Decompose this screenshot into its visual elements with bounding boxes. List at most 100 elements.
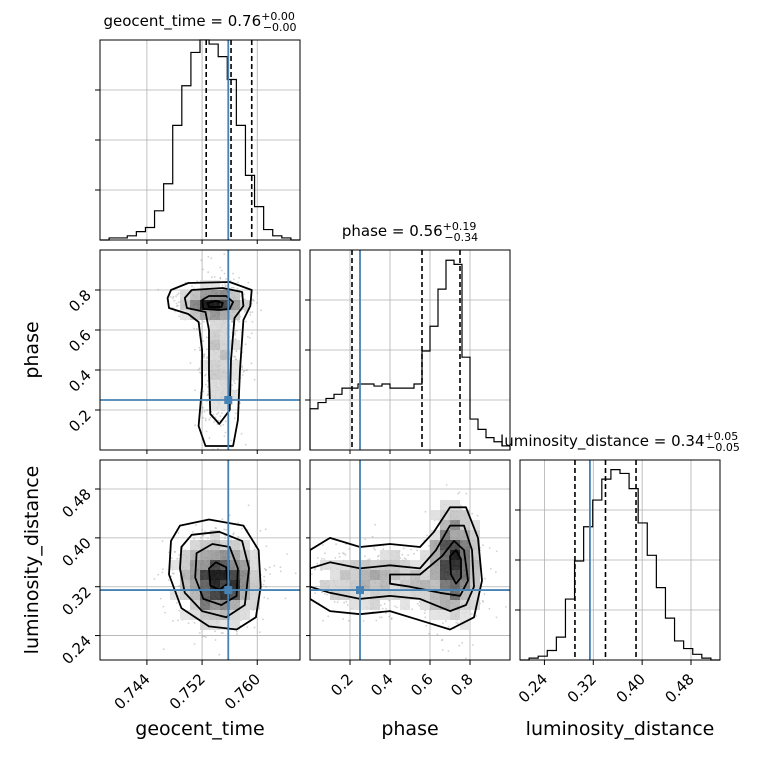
sample-point: [203, 356, 205, 359]
sample-point: [322, 544, 324, 546]
sample-point: [260, 309, 262, 312]
sample-point: [246, 369, 248, 371]
density-cell: [210, 560, 220, 570]
sample-point: [384, 612, 387, 614]
title-lower-error: −0.05: [706, 441, 740, 454]
sample-point: [204, 374, 207, 377]
density-cell: [190, 550, 200, 560]
y-tick-label: 0.24: [58, 632, 94, 668]
density-cell: [360, 570, 370, 580]
contour-level-1: [166, 281, 253, 447]
sample-point: [416, 602, 419, 605]
sample-point: [172, 297, 174, 299]
sample-point: [237, 535, 240, 538]
sample-point: [153, 578, 156, 580]
sample-point: [177, 619, 179, 622]
sample-point: [323, 592, 326, 595]
sample-point: [265, 569, 267, 572]
density-cell: [220, 320, 230, 330]
density-cell: [200, 610, 210, 620]
density-cell: [220, 560, 230, 570]
sample-point: [263, 567, 266, 570]
sample-point: [219, 276, 222, 279]
sample-point: [205, 430, 208, 433]
sample-point: [314, 568, 316, 571]
density-cell: [220, 340, 230, 350]
density-cell: [210, 300, 220, 310]
x-tick-label: 0.2: [327, 670, 357, 700]
sample-point: [232, 533, 235, 536]
sample-point: [205, 636, 207, 639]
density-cell: [390, 590, 400, 600]
sample-point: [338, 555, 341, 558]
contour-level-3: [194, 543, 239, 606]
sample-point: [314, 592, 316, 594]
sample-point: [314, 567, 317, 570]
sample-point: [202, 390, 205, 393]
sample-point: [172, 620, 174, 622]
density-cell: [230, 550, 240, 560]
density-cell: [210, 550, 220, 560]
sample-point: [476, 514, 479, 517]
sample-point: [234, 329, 237, 332]
sample-point: [193, 621, 196, 624]
density-cell: [470, 540, 480, 550]
density-cell: [450, 580, 460, 590]
sample-point: [172, 295, 175, 298]
sample-point: [202, 534, 205, 537]
density-cell: [400, 560, 410, 570]
sample-point: [234, 412, 237, 415]
sample-point: [191, 285, 193, 287]
sample-point: [202, 340, 205, 343]
sample-point: [253, 626, 256, 629]
sample-point: [214, 630, 217, 633]
sample-point: [396, 606, 398, 609]
sample-point: [273, 564, 276, 567]
density-cell: [440, 540, 450, 550]
sample-point: [223, 272, 226, 275]
sample-point: [244, 311, 246, 313]
density-cell: [200, 560, 210, 570]
density-cell: [420, 560, 430, 570]
histogram-step-line: [309, 259, 511, 450]
sample-point: [198, 346, 201, 349]
sample-point: [383, 602, 386, 605]
scatter-panel-geocent_time-luminosity_distance: [100, 460, 300, 660]
sample-point: [224, 285, 227, 288]
sample-point: [294, 572, 297, 575]
truth-marker: [224, 586, 233, 595]
sample-point: [201, 635, 204, 638]
x-tick-label: 0.6: [407, 670, 437, 700]
density-cell: [220, 290, 230, 300]
sample-point: [483, 593, 486, 595]
x-tick-label: 0.760: [221, 670, 264, 713]
sample-point: [162, 605, 165, 608]
density-cell: [200, 550, 210, 560]
sample-point: [174, 551, 176, 553]
density-cell: [430, 610, 440, 620]
density-cell: [200, 570, 210, 580]
sample-point: [236, 281, 239, 284]
sample-point: [169, 296, 172, 298]
y-tick-label: 0.48: [58, 485, 94, 521]
density-cell: [210, 570, 220, 580]
sample-point: [279, 566, 282, 569]
sample-point: [234, 358, 237, 361]
sample-point: [178, 609, 181, 612]
contour-level-4: [449, 549, 462, 585]
density-cell: [240, 610, 250, 620]
density-cell: [200, 600, 210, 610]
sample-point: [482, 601, 485, 603]
sample-point: [410, 548, 412, 551]
density-cell: [350, 580, 360, 590]
sample-point: [174, 550, 176, 553]
contour-level-2: [183, 287, 245, 425]
sample-point: [481, 599, 484, 602]
y-tick-label: 0.40: [58, 534, 94, 570]
density-cell: [230, 610, 240, 620]
sample-point: [239, 402, 241, 404]
panel-title-phase: phase = 0.56+0.19 −0.34: [342, 220, 478, 244]
density-cell: [230, 600, 240, 610]
density-cells: [170, 530, 260, 630]
sample-point: [214, 639, 217, 641]
